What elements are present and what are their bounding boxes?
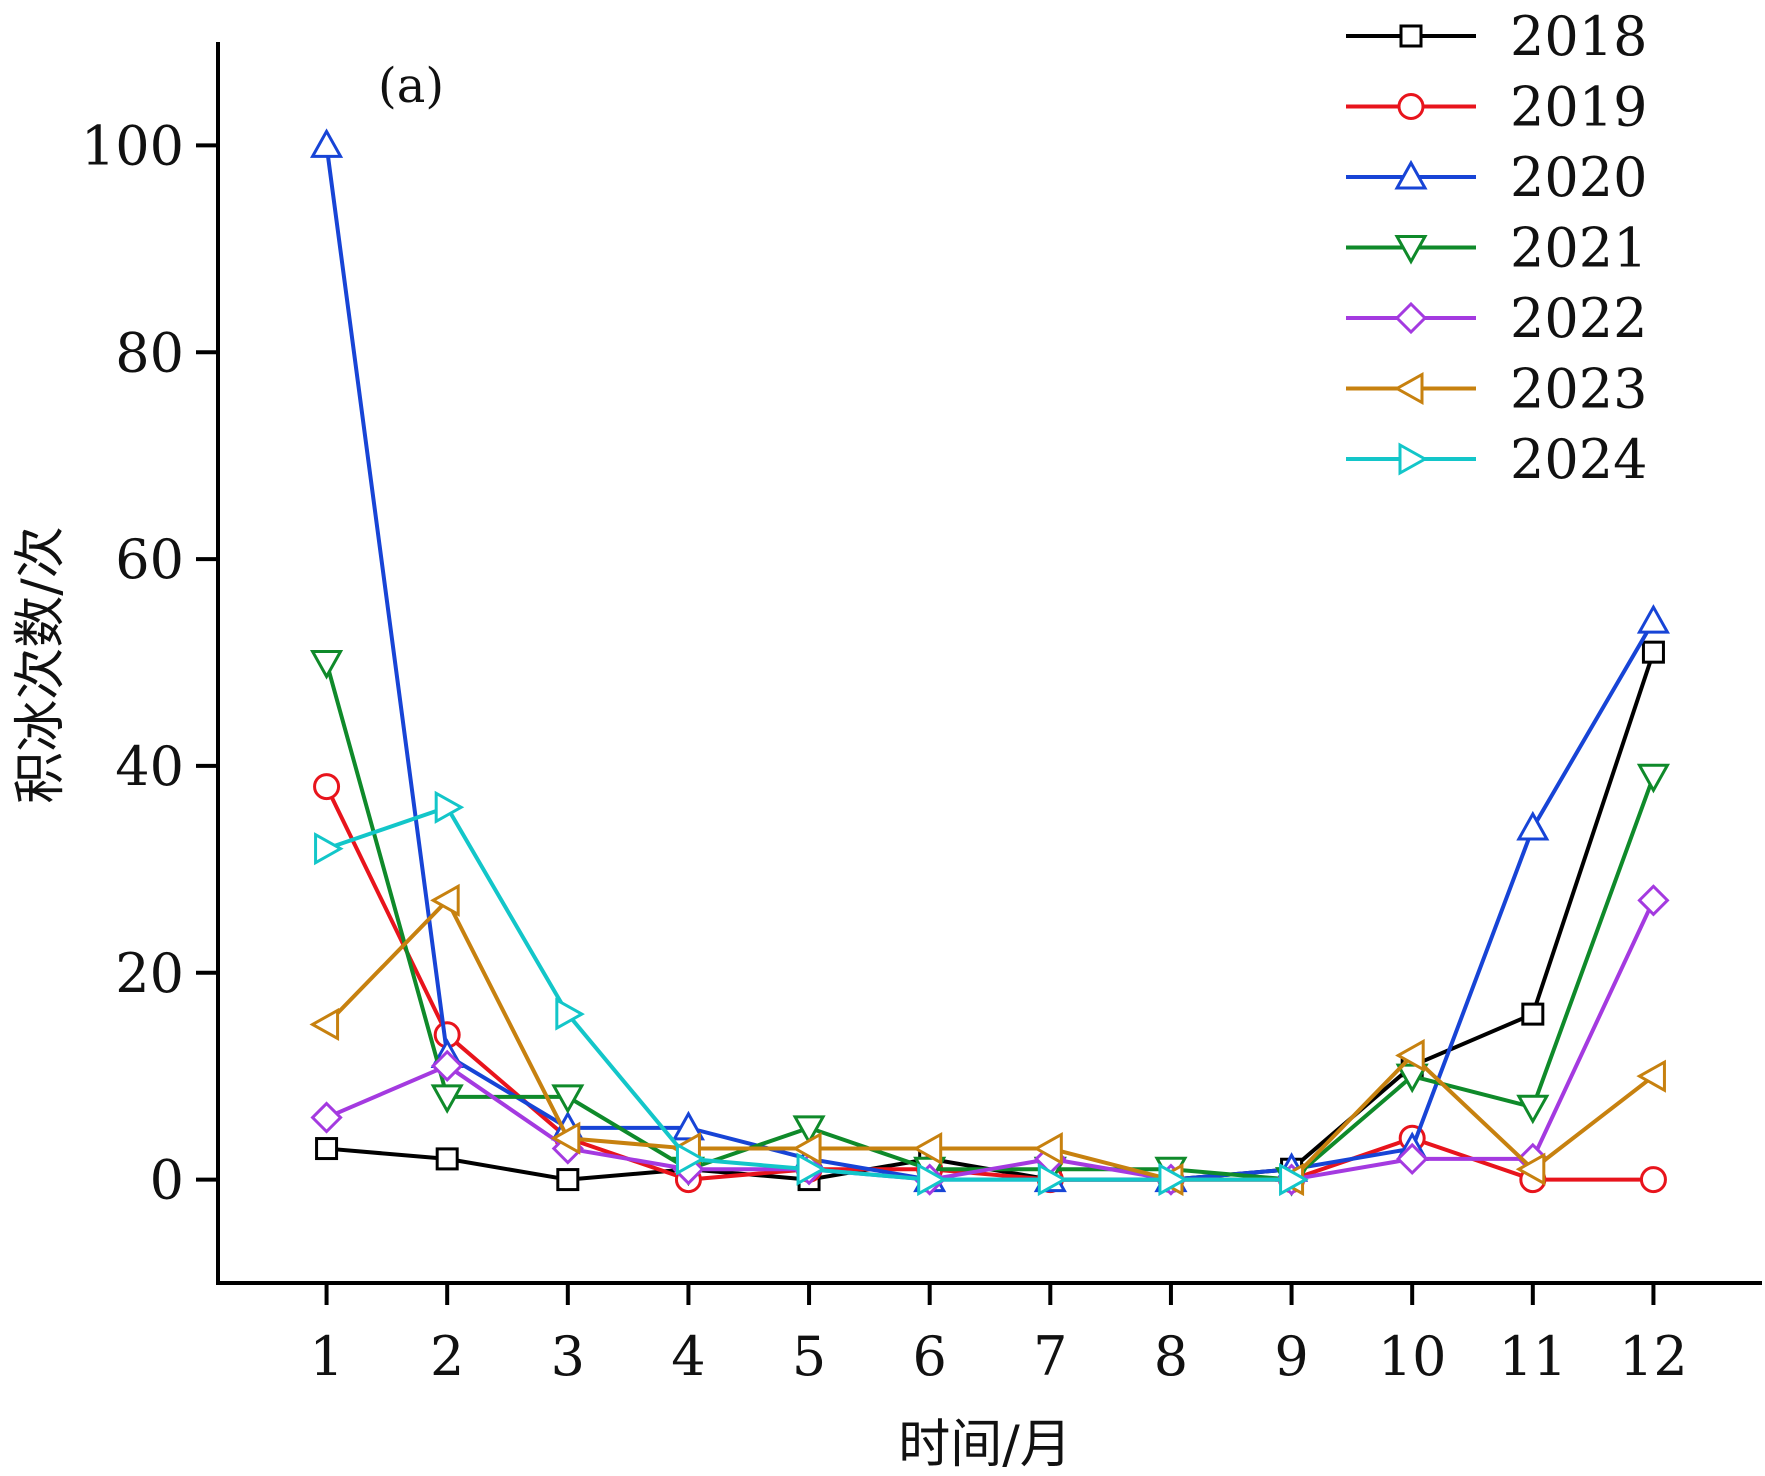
series-line-2022	[325, 899, 1656, 1182]
data-point-2022	[1637, 884, 1670, 917]
series-line-2023	[325, 898, 1655, 1182]
data-point-2019	[313, 773, 341, 801]
y-tick-label: 80	[115, 321, 184, 384]
x-tick-label: 11	[1498, 1325, 1567, 1388]
y-tick-label: 60	[115, 528, 184, 591]
y-axis-title: 积冰次数/次	[11, 526, 71, 804]
data-point-2018	[556, 1168, 580, 1192]
data-point-2024	[314, 832, 344, 866]
data-point-2021	[1395, 1063, 1429, 1094]
legend-entry-2018: 2018	[1346, 5, 1647, 68]
data-point-2020	[310, 128, 344, 158]
legend-entry-2019: 2019	[1346, 76, 1647, 139]
data-point-2023	[309, 1007, 340, 1042]
data-point-2023	[1636, 1059, 1666, 1093]
data-point-2021	[430, 1084, 464, 1114]
data-point-2023	[1515, 1152, 1546, 1186]
series-2024	[314, 790, 1309, 1197]
data-point-2019	[1639, 1166, 1667, 1194]
data-point-2022	[310, 1101, 343, 1134]
legend-marker	[1398, 442, 1429, 476]
legend-label: 2024	[1510, 428, 1647, 491]
data-point-2018	[435, 1147, 459, 1171]
data-point-2023	[791, 1131, 822, 1166]
panel-label: (a)	[378, 58, 444, 114]
x-tick-label: 6	[913, 1325, 947, 1388]
x-tick-label: 9	[1274, 1325, 1308, 1388]
x-tick-label: 8	[1154, 1325, 1188, 1388]
data-point-2022	[431, 1049, 464, 1082]
data-point-2021	[1636, 763, 1670, 794]
data-point-2021	[1516, 1094, 1550, 1125]
data-point-2023	[1395, 1038, 1425, 1073]
legend-label: 2023	[1510, 358, 1647, 421]
legend-entry-2021: 2021	[1346, 217, 1647, 280]
data-point-2024	[917, 1163, 947, 1197]
x-tick-label: 12	[1619, 1325, 1688, 1388]
x-tick-label: 3	[551, 1325, 585, 1388]
data-point-2021	[792, 1115, 826, 1145]
series-2019	[313, 773, 1667, 1194]
series-layer	[309, 128, 1670, 1197]
legend-marker	[1394, 301, 1428, 335]
x-axis-title: 时间/月	[898, 1415, 1072, 1475]
legend-entry-2023: 2023	[1346, 358, 1647, 421]
legend-entry-2022: 2022	[1346, 287, 1647, 350]
series-line-2019	[324, 785, 1654, 1182]
legend: 2018 2019 2020 2021 2022 2023 2024	[1346, 5, 1647, 491]
legend-marker	[1394, 159, 1428, 190]
y-tick-label: 0	[150, 1149, 184, 1212]
legend-label: 2020	[1510, 146, 1647, 209]
legend-entry-2024: 2024	[1346, 428, 1647, 491]
data-point-2018	[1521, 1002, 1545, 1026]
legend-label: 2022	[1510, 287, 1647, 350]
legend-marker	[1399, 24, 1423, 48]
data-point-2024	[1158, 1163, 1189, 1197]
data-point-2024	[555, 997, 585, 1031]
legend-label: 2021	[1510, 217, 1647, 280]
data-point-2021	[551, 1084, 585, 1114]
legend-marker	[1397, 93, 1425, 120]
data-point-2022	[1396, 1142, 1429, 1176]
legend-marker	[1394, 235, 1428, 265]
data-point-2020	[1516, 810, 1550, 841]
data-point-2024	[796, 1152, 827, 1186]
data-point-2020	[671, 1110, 705, 1141]
x-tick-label: 2	[430, 1325, 464, 1388]
series-2018	[315, 640, 1665, 1192]
data-point-2023	[912, 1131, 943, 1166]
y-tick-label: 20	[115, 942, 184, 1005]
series-line-2020	[324, 145, 1656, 1182]
y-tick-label: 40	[115, 735, 184, 798]
x-tick-label: 7	[1033, 1325, 1067, 1388]
legend-label: 2019	[1510, 76, 1647, 139]
x-tick-label: 4	[671, 1325, 705, 1388]
legend-marker	[1393, 371, 1424, 406]
data-point-2018	[315, 1137, 339, 1161]
y-tick-label: 100	[81, 114, 184, 177]
data-point-2020	[1636, 604, 1670, 634]
data-point-2023	[430, 883, 460, 917]
x-tick-label: 10	[1378, 1325, 1447, 1388]
data-point-2018	[1641, 640, 1665, 664]
x-tick-label: 5	[792, 1325, 826, 1388]
series-2023	[309, 883, 1666, 1197]
data-point-2024	[675, 1142, 706, 1176]
data-point-2021	[310, 650, 344, 680]
data-point-2023	[1033, 1131, 1063, 1166]
data-point-2024	[1037, 1163, 1068, 1197]
x-tick-label: 1	[309, 1325, 343, 1388]
legend-label: 2018	[1510, 5, 1647, 68]
data-point-2023	[550, 1121, 581, 1155]
data-point-2024	[1279, 1163, 1309, 1197]
legend-entry-2020: 2020	[1346, 146, 1647, 209]
data-point-2024	[434, 790, 465, 824]
